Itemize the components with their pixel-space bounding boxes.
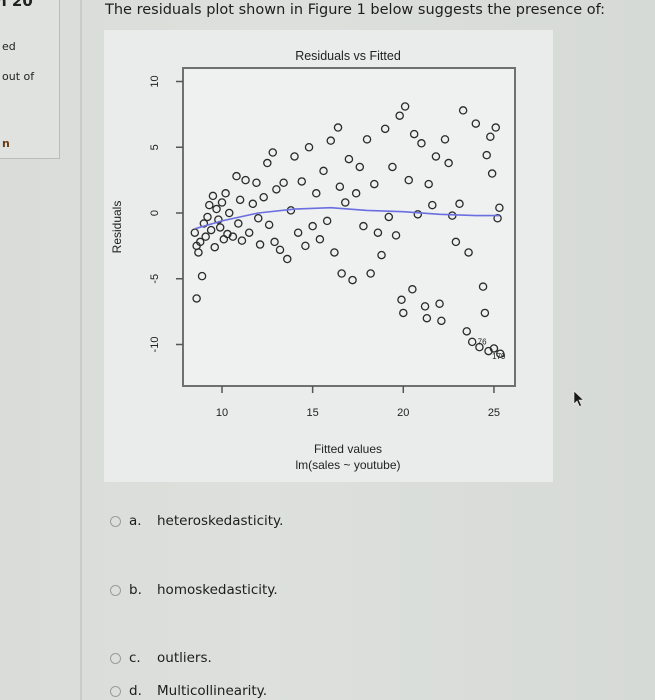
radio-button[interactable]: [110, 685, 121, 697]
x-axis: 10 15 20 25: [216, 386, 500, 419]
svg-text:20: 20: [397, 407, 409, 419]
option-text: Multicollinearity.: [157, 683, 268, 699]
mouse-cursor-icon: [573, 390, 585, 407]
svg-text:10: 10: [149, 75, 161, 87]
model-formula-label: lm(sales ~ youtube): [295, 458, 400, 472]
question-number: n 20: [0, 0, 33, 10]
svg-text:5: 5: [149, 144, 161, 150]
option-a[interactable]: a. heteroskedasticity.: [110, 513, 283, 529]
plot-title: Residuals vs Fitted: [295, 49, 401, 63]
svg-text:179: 179: [492, 352, 506, 361]
svg-text:-5: -5: [149, 274, 161, 284]
residuals-figure: Residuals vs Fitted -10 -5 0 5 10 10 15 20 25 7…: [104, 30, 553, 482]
svg-text:15: 15: [307, 407, 319, 419]
svg-text:25: 25: [488, 407, 500, 419]
option-c[interactable]: c. outliers.: [110, 650, 212, 666]
scatter-points: [190, 102, 505, 358]
question-prompt: The residuals plot shown in Figure 1 bel…: [105, 2, 606, 18]
option-text: homoskedasticity.: [157, 582, 278, 598]
svg-text:-10: -10: [149, 337, 161, 353]
point-labels: 76 179: [478, 338, 506, 361]
panel-divider: [80, 0, 82, 700]
radio-button[interactable]: [110, 652, 121, 664]
lowess-smoother-line: [194, 206, 500, 230]
question-info-panel: n 20 ed out of n: [0, 0, 60, 159]
option-text: outliers.: [157, 650, 212, 666]
option-text: heteroskedasticity.: [157, 513, 284, 529]
y-axis: -10 -5 0 5 10: [149, 75, 183, 352]
plot-frame: [182, 67, 516, 387]
svg-text:10: 10: [216, 407, 228, 419]
question-marks: out of: [2, 70, 35, 83]
y-axis-label: Residuals: [110, 201, 124, 254]
radio-button[interactable]: [110, 584, 121, 596]
x-axis-label: Fitted values: [314, 442, 382, 456]
radio-button[interactable]: [110, 515, 121, 527]
option-d[interactable]: d. Multicollinearity.: [110, 683, 267, 699]
question-status: ed: [2, 40, 16, 53]
option-letter: b.: [129, 582, 142, 598]
option-b[interactable]: b. homoskedasticity.: [110, 582, 278, 598]
option-letter: d.: [129, 683, 142, 699]
svg-text:76: 76: [478, 338, 487, 347]
svg-text:0: 0: [149, 210, 161, 216]
option-letter: a.: [129, 513, 142, 529]
flag-question-link[interactable]: n: [2, 137, 10, 150]
option-letter: c.: [129, 650, 141, 666]
